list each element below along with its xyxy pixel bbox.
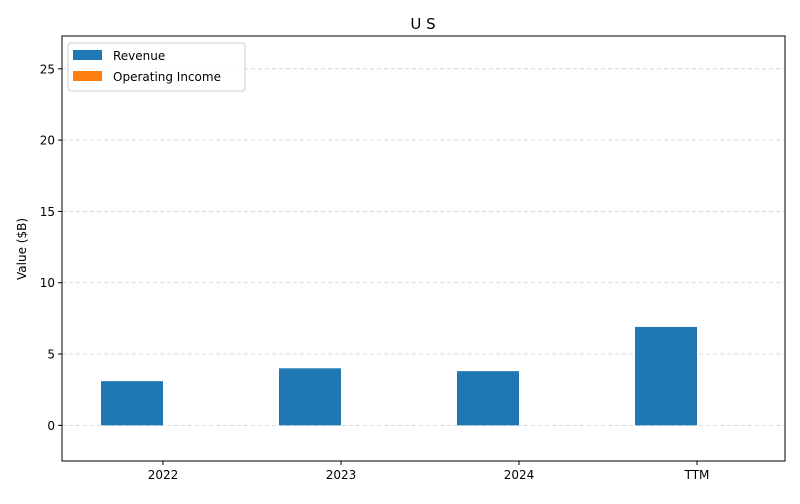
legend-swatch xyxy=(73,50,102,60)
plot-frame xyxy=(61,35,786,462)
legend-label: Operating Income xyxy=(113,70,221,84)
bar-revenue xyxy=(635,326,697,426)
y-tick-label: 10 xyxy=(40,276,55,290)
y-tick-label: 20 xyxy=(40,134,55,148)
y-tick-label: 5 xyxy=(47,348,55,362)
legend-swatch xyxy=(73,71,102,81)
bar-revenue xyxy=(101,381,163,426)
bar-revenue xyxy=(457,371,519,426)
y-tick-label: 0 xyxy=(47,419,55,433)
x-tick-label: TTM xyxy=(684,468,710,482)
x-axis: 2022 2023 2024 TTM xyxy=(148,461,710,482)
chart-title: U S xyxy=(410,15,435,33)
x-tick-label: 2022 xyxy=(148,468,179,482)
y-axis-label: Value ($B) xyxy=(15,218,29,280)
x-tick-label: 2024 xyxy=(504,468,535,482)
y-tick-label: 15 xyxy=(40,205,55,219)
legend-box xyxy=(67,42,246,92)
legend: Revenue Operating Income xyxy=(67,42,246,92)
y-axis: 0 5 10 15 20 25 xyxy=(40,62,62,433)
x-tick-label: 2023 xyxy=(326,468,357,482)
legend-label: Revenue xyxy=(113,49,165,63)
y-tick-label: 25 xyxy=(40,62,55,76)
bar-revenue xyxy=(279,368,341,426)
bars xyxy=(101,326,697,426)
